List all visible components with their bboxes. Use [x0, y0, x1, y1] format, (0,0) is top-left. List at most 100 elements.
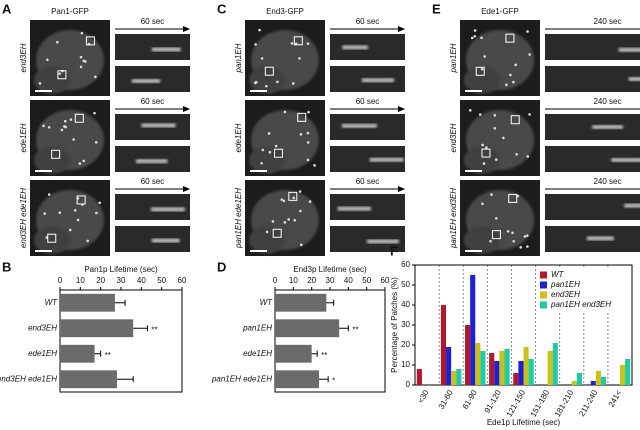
bar — [446, 347, 452, 385]
patch — [82, 159, 86, 163]
patch — [293, 218, 297, 222]
patch — [506, 229, 510, 233]
error-bar — [94, 350, 102, 357]
bar — [571, 381, 577, 385]
legend-swatch — [540, 281, 547, 289]
patch — [80, 31, 84, 35]
x-tick-label: 181-210 — [553, 388, 576, 418]
time-label: 60 sec — [141, 97, 165, 106]
kymo-streak — [341, 123, 377, 128]
patch — [260, 162, 263, 165]
patch — [93, 111, 96, 115]
panel-title: Pan1-GFP — [51, 7, 89, 16]
x-tick-label: 60 — [381, 276, 390, 285]
significance: ** — [321, 351, 327, 360]
patch — [68, 228, 72, 232]
kymo-streak — [151, 238, 180, 243]
y-tick-label: 0 — [406, 380, 411, 389]
bar — [499, 351, 505, 385]
bar — [456, 369, 462, 385]
patch — [299, 243, 303, 247]
patch — [473, 29, 477, 32]
bar — [60, 319, 134, 338]
patch — [58, 211, 62, 215]
roi-box — [491, 230, 501, 240]
x-axis-label: Ede1p Lifetime (sec) — [487, 418, 561, 427]
patch — [306, 141, 310, 144]
kymo-streak — [150, 207, 185, 212]
category-label: end3EH ede1EH — [0, 374, 57, 383]
category-label: WT — [45, 298, 59, 307]
bar — [470, 275, 476, 385]
row-label: end3EH — [19, 43, 28, 72]
x-tick-label: 241< — [607, 388, 624, 408]
bar — [275, 319, 340, 338]
bar — [552, 343, 558, 385]
bar — [600, 377, 607, 385]
patch — [95, 211, 98, 215]
y-tick-label: 60 — [401, 260, 410, 269]
error-bar — [114, 299, 126, 306]
cell — [34, 146, 70, 174]
kymo-streak — [611, 157, 640, 162]
patch — [306, 42, 310, 45]
patch — [254, 43, 257, 46]
category-label: pan1EH — [242, 323, 272, 332]
kymograph — [115, 34, 190, 60]
legend-label: pan1EH — [550, 280, 580, 289]
error-bar — [326, 299, 335, 306]
patch — [274, 144, 278, 148]
legend-swatch — [540, 301, 547, 309]
patch — [298, 190, 302, 193]
roi-box — [264, 66, 274, 76]
patch — [514, 63, 518, 67]
bar — [590, 381, 596, 385]
category-label: ede1EH — [243, 349, 272, 358]
patch — [79, 55, 83, 59]
cell — [249, 66, 285, 94]
cell — [34, 66, 70, 94]
y-tick-label: 30 — [401, 320, 410, 329]
panel-letter: E — [432, 1, 441, 16]
patch — [526, 30, 529, 33]
roi-box — [274, 148, 284, 158]
patch — [78, 162, 82, 165]
cell — [464, 66, 500, 94]
time-label: 60 sec — [356, 17, 380, 26]
bar — [275, 370, 319, 389]
category-label: WT — [260, 298, 274, 307]
legend-swatch — [540, 271, 547, 279]
y-tick-label: 50 — [401, 280, 410, 289]
category-label: end3EH — [28, 323, 57, 332]
patch — [473, 34, 477, 38]
patch — [511, 231, 514, 235]
cell — [249, 226, 285, 254]
row-label: pan1EH ede1EH — [234, 188, 243, 249]
panel-title: Ede1-GFP — [481, 7, 519, 16]
patch — [94, 75, 97, 79]
kymograph — [545, 34, 640, 60]
kymo-streak — [141, 123, 176, 128]
panel-letter: F — [390, 243, 398, 258]
patch — [291, 82, 295, 85]
kymo-streak — [136, 159, 168, 164]
patch — [43, 212, 46, 215]
arrow-head — [398, 106, 405, 112]
time-label: 60 sec — [141, 177, 165, 186]
x-tick-label: <30 — [416, 388, 431, 405]
patch — [494, 158, 498, 161]
kymograph — [115, 146, 190, 172]
patch — [307, 110, 310, 114]
patch — [287, 218, 290, 221]
bar — [547, 351, 553, 385]
bar — [275, 344, 312, 363]
bar — [60, 370, 117, 389]
error-bar — [116, 376, 134, 383]
patch — [84, 60, 87, 63]
time-label: 240 sec — [593, 97, 621, 106]
roi-box — [481, 148, 491, 158]
x-tick-label: 121-150 — [505, 388, 528, 418]
roi-box — [510, 115, 520, 125]
kymo-streak — [369, 157, 404, 162]
patch — [481, 202, 484, 206]
